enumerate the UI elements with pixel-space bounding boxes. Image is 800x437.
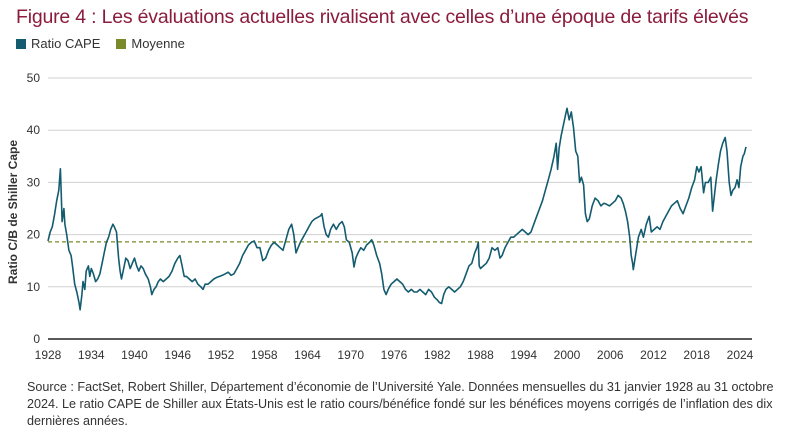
y-tick-label-10: 10 [27, 280, 41, 294]
legend-label-cape: Ratio CAPE [31, 36, 101, 51]
x-tick-label-1934: 1934 [78, 348, 105, 362]
series-layer [47, 107, 747, 311]
legend-swatch-cape [16, 38, 26, 49]
x-tick-label-1940: 1940 [121, 348, 148, 362]
y-tick-label-20: 20 [27, 228, 41, 242]
grid-lines [48, 77, 752, 340]
x-tick-label-1958: 1958 [251, 348, 278, 362]
x-tick-label-2018: 2018 [683, 348, 710, 362]
y-axis-label: Ratio C/B de Shiller Cape [6, 140, 20, 284]
x-tick-label-2024: 2024 [727, 348, 754, 362]
x-tick-label-1994: 1994 [510, 348, 537, 362]
cape-line-chart: 0 10 20 30 40 50 1928 1934 1940 1946 1952 1958 1964… [6, 71, 754, 362]
series-line-cape [47, 107, 747, 311]
y-axis-ticks: 0 10 20 30 40 50 [27, 71, 41, 346]
x-axis-ticks: 1928 1934 1940 1946 1952 1958 1964 1970 1976 1982… [35, 348, 754, 362]
legend-item-cape: Ratio CAPE [16, 36, 100, 51]
source-note: Source : FactSet, Robert Shiller, Départ… [27, 380, 774, 428]
x-tick-label-2000: 2000 [554, 348, 581, 362]
legend-swatch-moyenne [116, 38, 127, 49]
x-tick-label-1952: 1952 [208, 348, 235, 362]
x-tick-label-1946: 1946 [164, 348, 191, 362]
x-tick-label-2012: 2012 [640, 348, 667, 362]
x-tick-label-1964: 1964 [294, 348, 321, 362]
chart-legend: Ratio CAPE Moyenne [16, 36, 185, 51]
x-tick-label-1976: 1976 [381, 348, 408, 362]
x-tick-label-1970: 1970 [337, 348, 364, 362]
chart-title: Figure 4 : Les évaluations actuelles riv… [16, 6, 749, 28]
y-tick-label-50: 50 [27, 71, 41, 85]
y-tick-label-40: 40 [27, 123, 41, 137]
y-tick-label-0: 0 [33, 332, 40, 346]
x-tick-label-1988: 1988 [467, 348, 494, 362]
y-tick-label-30: 30 [27, 175, 41, 189]
x-tick-label-1928: 1928 [35, 348, 62, 362]
legend-item-moyenne: Moyenne [116, 36, 185, 51]
legend-label-moyenne: Moyenne [131, 36, 185, 51]
x-tick-label-1982: 1982 [424, 348, 451, 362]
x-tick-label-2006: 2006 [597, 348, 624, 362]
